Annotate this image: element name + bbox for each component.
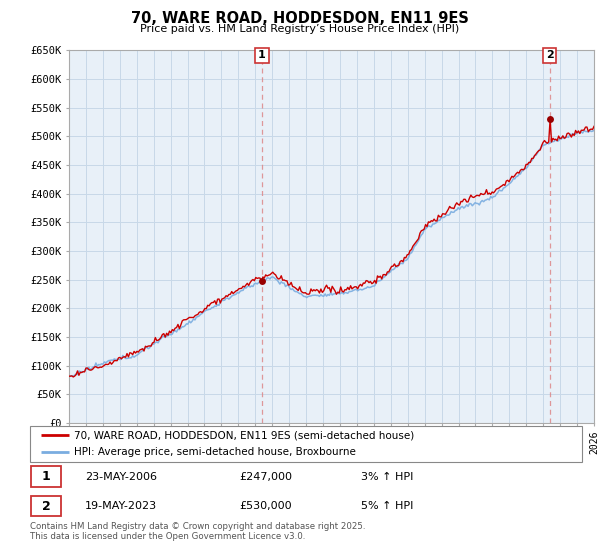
Text: 23-MAY-2006: 23-MAY-2006 (85, 472, 157, 482)
Text: Contains HM Land Registry data © Crown copyright and database right 2025.
This d: Contains HM Land Registry data © Crown c… (30, 522, 365, 542)
Text: 1: 1 (258, 50, 266, 60)
Text: 70, WARE ROAD, HODDESDON, EN11 9ES: 70, WARE ROAD, HODDESDON, EN11 9ES (131, 11, 469, 26)
Text: 5% ↑ HPI: 5% ↑ HPI (361, 501, 413, 511)
Text: 2: 2 (42, 500, 50, 513)
Text: 1: 1 (42, 470, 50, 483)
Text: 3% ↑ HPI: 3% ↑ HPI (361, 472, 413, 482)
Bar (31, 466, 61, 487)
Text: 19-MAY-2023: 19-MAY-2023 (85, 501, 157, 511)
Bar (31, 496, 61, 516)
Text: HPI: Average price, semi-detached house, Broxbourne: HPI: Average price, semi-detached house,… (74, 447, 356, 457)
Text: £247,000: £247,000 (240, 472, 293, 482)
Text: Price paid vs. HM Land Registry’s House Price Index (HPI): Price paid vs. HM Land Registry’s House … (140, 24, 460, 34)
Text: 2: 2 (546, 50, 554, 60)
Text: £530,000: £530,000 (240, 501, 292, 511)
Text: 70, WARE ROAD, HODDESDON, EN11 9ES (semi-detached house): 70, WARE ROAD, HODDESDON, EN11 9ES (semi… (74, 431, 415, 440)
